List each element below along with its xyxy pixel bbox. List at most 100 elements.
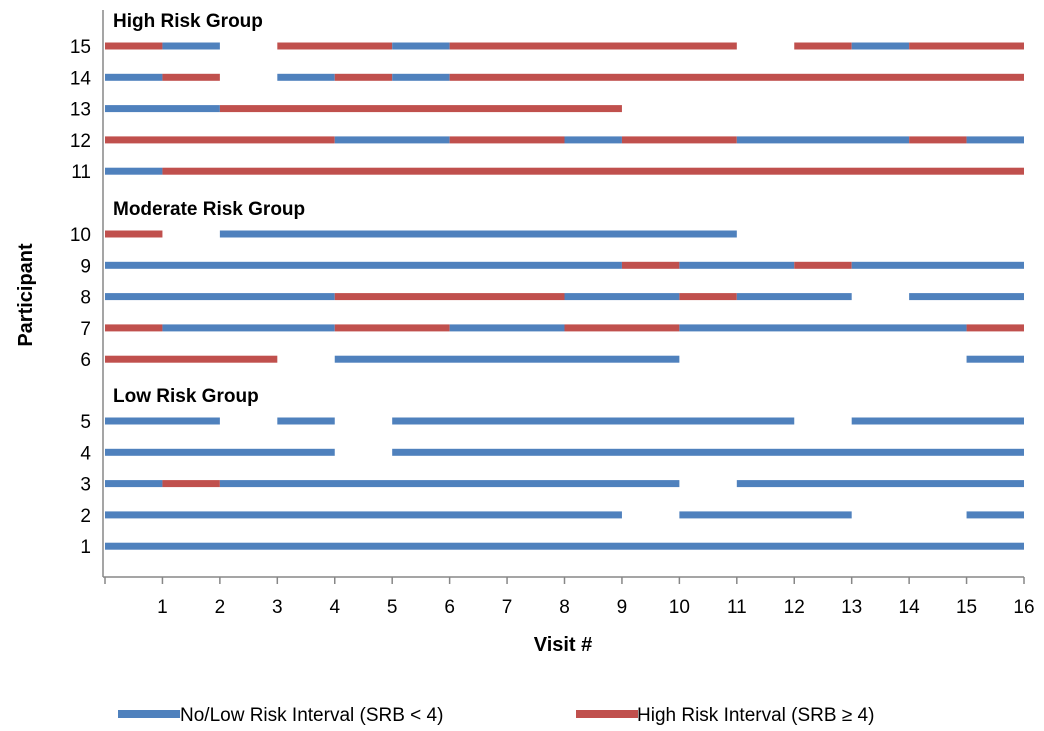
low-risk-interval-bar [334, 355, 680, 363]
high-risk-interval-bar [449, 136, 565, 144]
high-risk-interval-bar [449, 42, 737, 50]
legend: No/Low Risk Interval (SRB < 4) High Risk … [118, 705, 874, 726]
low-risk-interval-bar [564, 136, 622, 144]
x-axis-title: Visit # [534, 634, 593, 656]
high-risk-interval-bar [105, 42, 163, 50]
low-risk-interval-bar [105, 480, 163, 488]
low-risk-interval-bar [679, 511, 852, 519]
high-risk-interval-bar [794, 42, 852, 50]
x-tick-label: 10 [669, 597, 690, 618]
x-tick-label: 3 [272, 597, 283, 618]
x-tick-label: 8 [559, 597, 570, 618]
high-risk-interval-bar [162, 480, 220, 488]
x-tick-label: 1 [157, 597, 168, 618]
x-tick-label: 2 [215, 597, 226, 618]
high-risk-interval-bar [162, 73, 220, 81]
low-risk-interval-bar [105, 73, 163, 81]
low-risk-interval-bar [334, 136, 450, 144]
x-tick-label: 14 [899, 597, 921, 618]
low-risk-interval-bar [851, 417, 1024, 425]
low-risk-interval-bar [105, 448, 335, 456]
low-risk-interval-bar [736, 480, 1024, 488]
participant-label: 2 [80, 506, 91, 527]
high-risk-interval-bar [162, 167, 1024, 175]
x-tick-label: 9 [617, 597, 628, 618]
low-risk-interval-bar [392, 73, 450, 81]
low-risk-interval-bar [105, 542, 1024, 550]
x-tick-label: 5 [387, 597, 398, 618]
participant-label: 15 [70, 37, 91, 58]
low-risk-interval-bar [392, 448, 1024, 456]
x-tick-label: 12 [784, 597, 805, 618]
low-risk-interval-bar [851, 42, 910, 50]
high-risk-interval-bar [621, 261, 680, 269]
low-risk-interval-bar [564, 293, 680, 301]
high-risk-interval-bar [277, 42, 393, 50]
high-risk-interval-bar [966, 324, 1024, 332]
legend-high-risk-swatch [576, 710, 638, 718]
low-risk-interval-bar [449, 324, 565, 332]
x-tick-label: 11 [727, 597, 747, 618]
participant-label: 14 [70, 68, 92, 89]
x-axis-ticks: 1 2 3 4 5 6 7 8 9 10 11 12 13 14 15 16 [104, 577, 1035, 618]
high-risk-interval-bar [679, 293, 737, 301]
low-risk-interval-bar [736, 293, 852, 301]
participant-label: 11 [71, 162, 91, 183]
risk-interval-bars [105, 42, 1024, 550]
low-risk-interval-bar [679, 324, 967, 332]
low-risk-interval-bar [277, 417, 335, 425]
participant-label: 3 [80, 475, 91, 496]
x-tick-label: 4 [329, 597, 340, 618]
high-risk-interval-bar [105, 355, 278, 363]
participant-label: 7 [80, 319, 91, 340]
high-risk-interval-bar [564, 324, 680, 332]
group-title: Low Risk Group [113, 386, 259, 407]
x-tick-label: 16 [1013, 597, 1034, 618]
legend-low-risk-swatch [118, 710, 180, 718]
high-risk-interval-bar [105, 136, 335, 144]
low-risk-interval-bar [105, 417, 220, 425]
low-risk-interval-bar [105, 167, 163, 175]
low-risk-interval-bar [162, 324, 335, 332]
x-tick-label: 7 [502, 597, 513, 618]
low-risk-interval-bar [851, 261, 1024, 269]
low-risk-interval-bar [909, 293, 1024, 301]
participant-label: 12 [70, 131, 91, 152]
high-risk-interval-bar [909, 136, 967, 144]
low-risk-interval-bar [966, 136, 1024, 144]
participant-label: 1 [80, 537, 91, 558]
group-title: Moderate Risk Group [113, 199, 305, 220]
participant-label: 9 [80, 256, 91, 277]
high-risk-interval-bar [334, 324, 450, 332]
low-risk-interval-bar [679, 261, 795, 269]
high-risk-interval-bar [334, 293, 565, 301]
low-risk-interval-bar [105, 105, 220, 113]
low-risk-interval-bar [277, 73, 335, 81]
low-risk-interval-bar [219, 230, 737, 238]
low-risk-interval-bar [966, 355, 1024, 363]
participant-label: 5 [80, 412, 91, 433]
low-risk-interval-bar [105, 511, 622, 519]
low-risk-interval-bar [219, 480, 680, 488]
high-risk-interval-bar [794, 261, 852, 269]
participant-label: 10 [70, 225, 91, 246]
x-tick-label: 15 [956, 597, 977, 618]
low-risk-interval-bar [736, 136, 910, 144]
participant-label: 13 [70, 100, 91, 121]
low-risk-interval-bar [966, 511, 1024, 519]
low-risk-interval-bar [105, 293, 335, 301]
participant-label: 4 [80, 443, 91, 464]
high-risk-interval-bar [219, 105, 622, 113]
participant-label: 6 [80, 350, 91, 371]
high-risk-interval-bar [909, 42, 1024, 50]
high-risk-interval-bar [105, 324, 163, 332]
legend-high-risk-label: High Risk Interval (SRB ≥ 4) [637, 705, 874, 726]
x-tick-label: 6 [444, 597, 455, 618]
legend-low-risk-label: No/Low Risk Interval (SRB < 4) [180, 705, 443, 726]
participant-labels: 15 14 13 12 11 10 9 8 7 6 5 4 3 2 1 [70, 37, 92, 558]
low-risk-interval-bar [162, 42, 220, 50]
participant-label: 8 [80, 288, 91, 309]
high-risk-interval-bar [621, 136, 737, 144]
high-risk-interval-bar [105, 230, 163, 238]
